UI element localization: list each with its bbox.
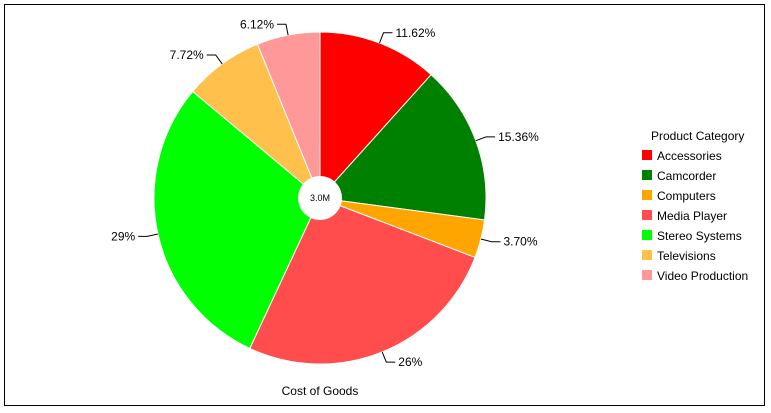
leader-line <box>480 238 501 243</box>
slice-label: 7.72% <box>170 48 204 62</box>
donut-hole <box>298 176 342 220</box>
legend-label: Video Production <box>657 269 748 283</box>
leader-line <box>138 233 159 237</box>
leader-line <box>277 23 289 36</box>
leader-line <box>475 136 496 142</box>
legend-label: Stereo Systems <box>657 229 742 243</box>
slice-label: 29% <box>111 229 135 243</box>
slice-label: 6.12% <box>240 17 274 31</box>
legend-item: Stereo Systems <box>642 229 742 243</box>
legend-swatch <box>642 230 652 240</box>
pie-slices <box>153 31 487 365</box>
slice-label: 26% <box>398 355 422 369</box>
chart-footer-label: Cost of Goods <box>282 384 359 398</box>
legend-swatch <box>642 270 652 280</box>
legend-items: Accessories Camcorder Computers Media Playe… <box>642 149 748 283</box>
legend-item: Televisions <box>642 249 716 263</box>
center-total-label: 3.0M <box>310 193 330 203</box>
legend-swatch <box>642 190 652 200</box>
legend-title: Product Category <box>651 129 744 143</box>
leader-line <box>206 54 223 65</box>
legend-label: Media Player <box>657 209 727 223</box>
legend-item: Video Production <box>642 269 748 283</box>
legend-swatch <box>642 170 652 180</box>
slice-labels: 11.62% 15.36% 3.70% 26% 29% 7.72% 6.12% <box>111 17 539 369</box>
pie-slice-stereo-systems <box>153 90 321 350</box>
legend-swatch <box>642 150 652 160</box>
legend-label: Televisions <box>657 249 716 263</box>
leader-line <box>381 351 396 363</box>
slice-label: 3.70% <box>504 235 538 249</box>
pie-slice-accessories <box>319 31 432 200</box>
legend-swatch <box>642 210 652 220</box>
legend-item: Media Player <box>642 209 727 223</box>
pie-slice-camcorder <box>318 73 487 221</box>
legend-label: Computers <box>657 189 716 203</box>
legend-label: Accessories <box>657 149 722 163</box>
legend-swatch <box>642 250 652 260</box>
slice-label: 11.62% <box>396 26 436 40</box>
slice-label: 15.36% <box>498 130 539 144</box>
legend: Product Category Accessories Camcorder Com… <box>642 129 748 283</box>
slice-leader-lines <box>138 23 501 363</box>
legend-item: Accessories <box>642 149 722 163</box>
leader-line <box>379 32 393 44</box>
legend-label: Camcorder <box>657 169 716 183</box>
legend-item: Computers <box>642 189 716 203</box>
legend-item: Camcorder <box>642 169 716 183</box>
